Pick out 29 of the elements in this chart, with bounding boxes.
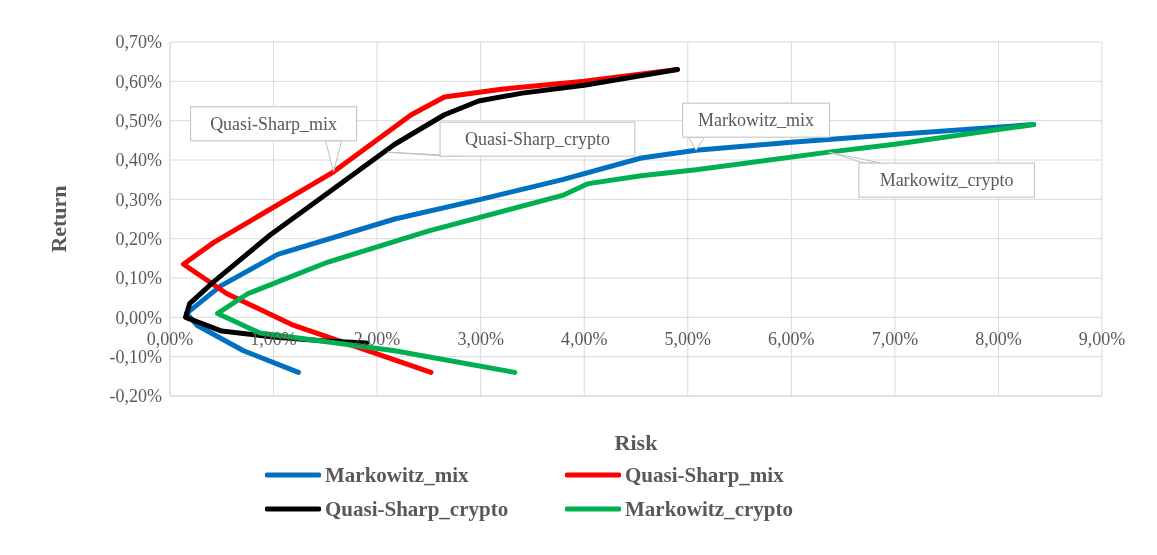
y-tick-label: 0,20% (115, 229, 162, 250)
legend-label: Quasi-Sharp_crypto (325, 496, 509, 522)
legend-label: Markowitz_mix (325, 462, 469, 488)
y-tick-label: -0,10% (109, 347, 162, 368)
x-tick-label: 5,00% (664, 329, 712, 350)
y-axis-title: Return (45, 185, 71, 253)
legend-label: Markowitz_crypto (625, 496, 793, 522)
annotation: Markowitz_mix (698, 110, 815, 131)
x-tick-label: 3,00% (457, 329, 504, 350)
y-tick-label: 0,00% (115, 307, 162, 328)
x-tick-label: 9,00% (1078, 329, 1126, 350)
x-tick-label: 6,00% (768, 329, 815, 350)
y-tick-label: 0,30% (115, 189, 162, 210)
legend-label: Quasi-Sharp_mix (625, 462, 784, 488)
y-tick-label: 0,50% (115, 111, 162, 132)
x-tick-label: 8,00% (975, 329, 1022, 350)
y-tick-label: 0,10% (115, 268, 162, 289)
annotation: Markowitz_crypto (879, 170, 1014, 191)
annotation: Quasi-Sharp_crypto (464, 129, 610, 150)
annotation: Quasi-Sharp_mix (210, 113, 338, 134)
x-axis-title: Risk (614, 430, 659, 455)
y-tick-label: 0,40% (115, 150, 162, 171)
y-tick-label: -0,20% (109, 386, 162, 407)
y-tick-label: 0,60% (115, 71, 162, 92)
y-tick-label: 0,70% (115, 32, 162, 53)
x-tick-label: 4,00% (560, 329, 608, 350)
x-tick-label: 7,00% (871, 329, 919, 350)
x-tick-label: 0,00% (146, 329, 194, 350)
x-tick-label: 2,00% (353, 329, 401, 350)
